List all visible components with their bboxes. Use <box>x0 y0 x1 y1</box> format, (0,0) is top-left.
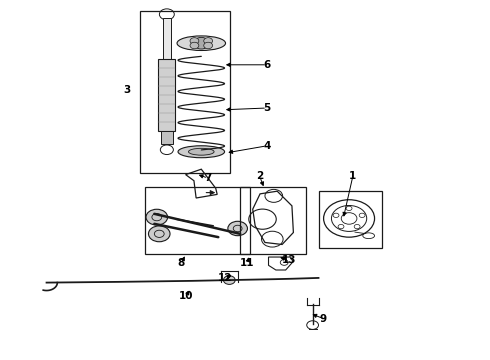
Text: 11: 11 <box>240 258 255 268</box>
Text: 13: 13 <box>282 255 296 265</box>
Circle shape <box>346 206 352 211</box>
Circle shape <box>190 38 199 44</box>
Circle shape <box>354 224 360 229</box>
Bar <box>240 187 306 254</box>
Circle shape <box>338 224 344 229</box>
Circle shape <box>204 42 213 49</box>
Text: 5: 5 <box>264 103 270 113</box>
Circle shape <box>148 226 170 242</box>
Bar <box>145 187 250 254</box>
Circle shape <box>194 37 209 49</box>
Bar <box>163 18 171 59</box>
Circle shape <box>333 213 339 217</box>
Text: 1: 1 <box>349 171 356 181</box>
Bar <box>318 191 382 248</box>
Text: 2: 2 <box>256 171 263 181</box>
Bar <box>158 59 175 131</box>
Ellipse shape <box>177 36 225 50</box>
Circle shape <box>204 38 213 44</box>
Circle shape <box>146 209 168 225</box>
Circle shape <box>223 276 235 284</box>
Text: 4: 4 <box>263 141 271 151</box>
Text: 12: 12 <box>218 273 233 283</box>
Circle shape <box>228 221 247 236</box>
Bar <box>161 131 172 144</box>
Text: 8: 8 <box>178 258 185 268</box>
Text: 6: 6 <box>264 60 270 70</box>
Bar <box>140 11 230 173</box>
Circle shape <box>359 213 365 217</box>
Text: 9: 9 <box>320 314 327 324</box>
Ellipse shape <box>189 148 214 155</box>
Circle shape <box>190 42 199 49</box>
Text: 10: 10 <box>179 291 194 301</box>
Text: 7: 7 <box>204 173 212 183</box>
Ellipse shape <box>178 146 224 158</box>
Text: 3: 3 <box>124 85 131 95</box>
